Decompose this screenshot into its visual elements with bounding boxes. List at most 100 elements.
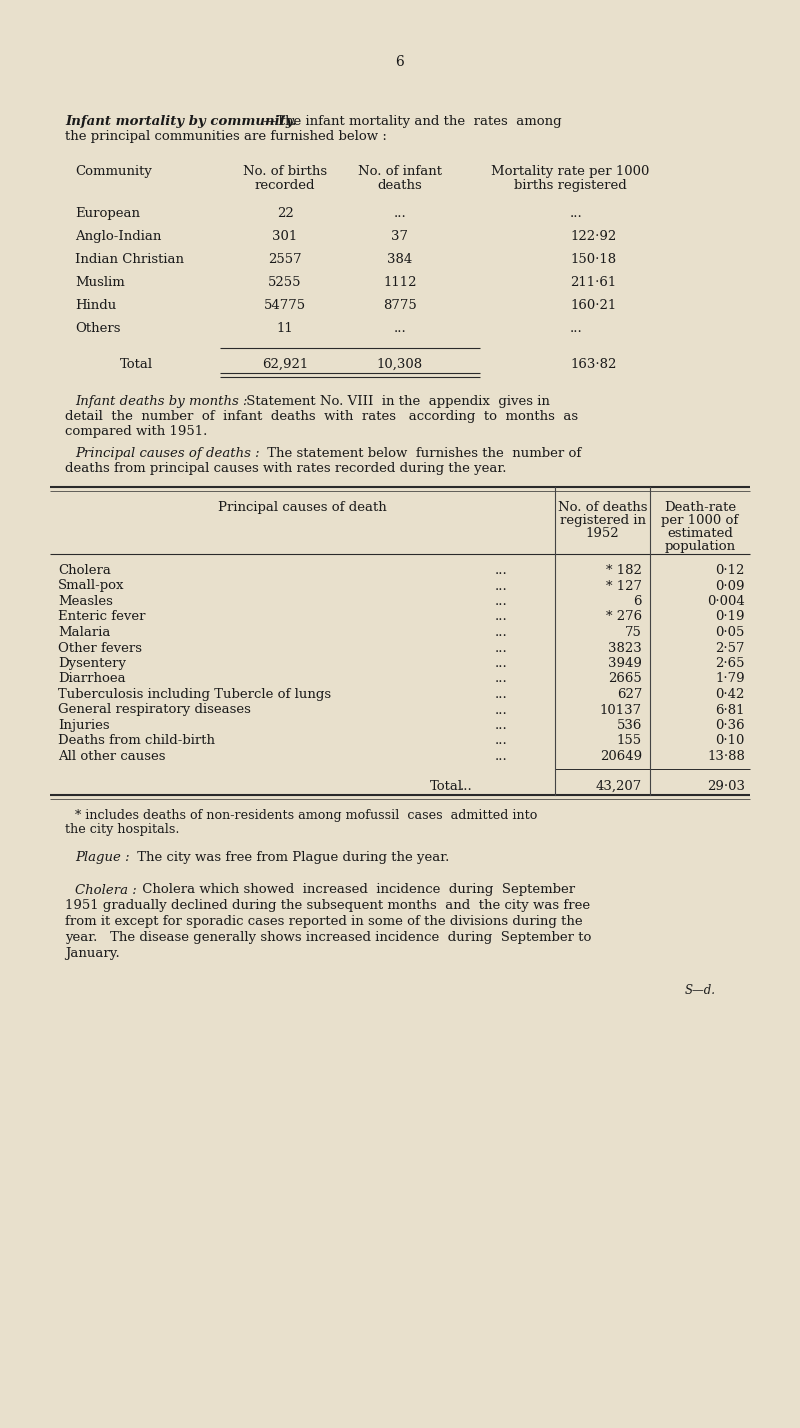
Text: ...: ...: [495, 641, 508, 654]
Text: ...: ...: [495, 750, 508, 763]
Text: ...: ...: [394, 207, 406, 220]
Text: 301: 301: [272, 230, 298, 243]
Text: 3949: 3949: [608, 657, 642, 670]
Text: Mortality rate per 1000: Mortality rate per 1000: [491, 166, 649, 178]
Text: 0·19: 0·19: [715, 611, 745, 624]
Text: Principal causes of death: Principal causes of death: [218, 501, 387, 514]
Text: Indian Christian: Indian Christian: [75, 253, 184, 266]
Text: Hindu: Hindu: [75, 298, 116, 311]
Text: Community: Community: [75, 166, 152, 178]
Text: 384: 384: [387, 253, 413, 266]
Text: compared with 1951.: compared with 1951.: [65, 426, 207, 438]
Text: 0·09: 0·09: [715, 580, 745, 593]
Text: ...: ...: [570, 207, 582, 220]
Text: Infant mortality by community.: Infant mortality by community.: [65, 116, 297, 129]
Text: * 127: * 127: [606, 580, 642, 593]
Text: detail  the  number  of  infant  deaths  with  rates   according  to  months  as: detail the number of infant deaths with …: [65, 410, 578, 423]
Text: 627: 627: [617, 688, 642, 701]
Text: ...: ...: [394, 321, 406, 336]
Text: ...: ...: [570, 321, 582, 336]
Text: No. of deaths: No. of deaths: [558, 501, 647, 514]
Text: 150·18: 150·18: [570, 253, 616, 266]
Text: * 276: * 276: [606, 611, 642, 624]
Text: Dysentery: Dysentery: [58, 657, 126, 670]
Text: Diarrhoea: Diarrhoea: [58, 673, 126, 685]
Text: 122·92: 122·92: [570, 230, 616, 243]
Text: ...: ...: [495, 734, 508, 747]
Text: S—d.: S—d.: [685, 984, 716, 997]
Text: 2665: 2665: [608, 673, 642, 685]
Text: registered in: registered in: [559, 514, 646, 527]
Text: 10,308: 10,308: [377, 358, 423, 371]
Text: year.   The disease generally shows increased incidence  during  September to: year. The disease generally shows increa…: [65, 931, 591, 944]
Text: deaths from principal causes with rates recorded during the year.: deaths from principal causes with rates …: [65, 463, 506, 476]
Text: Cholera :: Cholera :: [75, 884, 137, 897]
Text: 29·03: 29·03: [707, 780, 745, 793]
Text: Total: Total: [430, 780, 463, 793]
Text: European: European: [75, 207, 140, 220]
Text: deaths: deaths: [378, 178, 422, 191]
Text: 6: 6: [396, 56, 404, 69]
Text: 155: 155: [617, 734, 642, 747]
Text: 1112: 1112: [383, 276, 417, 288]
Text: 0·42: 0·42: [716, 688, 745, 701]
Text: Muslim: Muslim: [75, 276, 125, 288]
Text: the principal communities are furnished below :: the principal communities are furnished …: [65, 130, 387, 143]
Text: 54775: 54775: [264, 298, 306, 311]
Text: ...: ...: [495, 625, 508, 638]
Text: 0·004: 0·004: [707, 595, 745, 608]
Text: Death-rate: Death-rate: [664, 501, 736, 514]
Text: —The infant mortality and the  rates  among: —The infant mortality and the rates amon…: [263, 116, 562, 129]
Text: 6·81: 6·81: [715, 704, 745, 717]
Text: Anglo-Indian: Anglo-Indian: [75, 230, 162, 243]
Text: 1951 gradually declined during the subsequent months  and  the city was free: 1951 gradually declined during the subse…: [65, 900, 590, 912]
Text: per 1000 of: per 1000 of: [662, 514, 738, 527]
Text: Malaria: Malaria: [58, 625, 110, 638]
Text: 2557: 2557: [268, 253, 302, 266]
Text: ...: ...: [495, 595, 508, 608]
Text: 3823: 3823: [608, 641, 642, 654]
Text: Plague :: Plague :: [75, 851, 130, 864]
Text: 62,921: 62,921: [262, 358, 308, 371]
Text: Other fevers: Other fevers: [58, 641, 142, 654]
Text: 20649: 20649: [600, 750, 642, 763]
Text: No. of infant: No. of infant: [358, 166, 442, 178]
Text: Measles: Measles: [58, 595, 113, 608]
Text: ...: ...: [495, 688, 508, 701]
Text: Infant deaths by months :: Infant deaths by months :: [75, 396, 247, 408]
Text: Deaths from child-birth: Deaths from child-birth: [58, 734, 215, 747]
Text: 0·10: 0·10: [716, 734, 745, 747]
Text: Statement No. VIII  in the  appendix  gives in: Statement No. VIII in the appendix gives…: [242, 396, 550, 408]
Text: Principal causes of deaths :: Principal causes of deaths :: [75, 447, 260, 460]
Text: Tuberculosis including Tubercle of lungs: Tuberculosis including Tubercle of lungs: [58, 688, 331, 701]
Text: 160·21: 160·21: [570, 298, 616, 311]
Text: 37: 37: [391, 230, 409, 243]
Text: General respiratory diseases: General respiratory diseases: [58, 704, 251, 717]
Text: 8775: 8775: [383, 298, 417, 311]
Text: 1·79: 1·79: [715, 673, 745, 685]
Text: January.: January.: [65, 948, 120, 961]
Text: No. of births: No. of births: [243, 166, 327, 178]
Text: 22: 22: [277, 207, 294, 220]
Text: Cholera which showed  increased  incidence  during  September: Cholera which showed increased incidence…: [138, 884, 575, 897]
Text: The statement below  furnishes the  number of: The statement below furnishes the number…: [263, 447, 582, 460]
Text: 536: 536: [617, 720, 642, 733]
Text: 0·12: 0·12: [716, 564, 745, 577]
Text: 2·65: 2·65: [715, 657, 745, 670]
Text: 13·88: 13·88: [707, 750, 745, 763]
Text: 10137: 10137: [600, 704, 642, 717]
Text: 163·82: 163·82: [570, 358, 616, 371]
Text: population: population: [665, 540, 735, 553]
Text: Others: Others: [75, 321, 121, 336]
Text: Small-pox: Small-pox: [58, 580, 125, 593]
Text: 11: 11: [277, 321, 294, 336]
Text: * includes deaths of non-residents among mofussil  cases  admitted into: * includes deaths of non-residents among…: [75, 810, 538, 823]
Text: ...: ...: [495, 564, 508, 577]
Text: estimated: estimated: [667, 527, 733, 540]
Text: 2·57: 2·57: [715, 641, 745, 654]
Text: ...: ...: [495, 704, 508, 717]
Text: 43,207: 43,207: [596, 780, 642, 793]
Text: births registered: births registered: [514, 178, 626, 191]
Text: ...: ...: [460, 780, 473, 793]
Text: 1952: 1952: [586, 527, 619, 540]
